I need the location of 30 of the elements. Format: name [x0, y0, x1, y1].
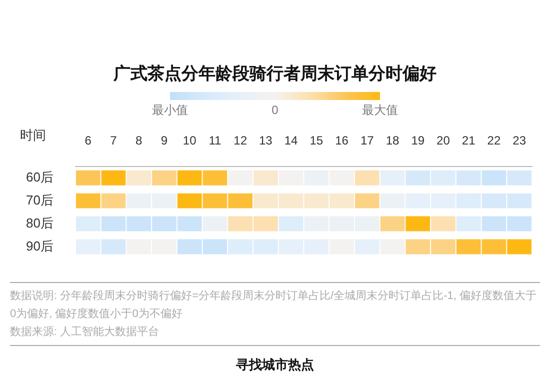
chart-title: 广式茶点分年龄段骑行者周末订单分时偏好: [112, 63, 438, 85]
x-tick-label: 12: [234, 134, 248, 148]
x-tick-label: 16: [335, 134, 349, 148]
source-note: 数据来源: 人工智能大数据平台: [10, 325, 160, 340]
color-bar-label: 最小值: [151, 103, 189, 117]
x-tick-label: 20: [436, 134, 450, 148]
x-tick-label: 7: [110, 134, 118, 148]
text: 寻找城市热点: [235, 356, 315, 374]
x-tick-label: 6: [84, 134, 92, 148]
x-tick-label: 15: [310, 134, 324, 148]
x-tick-label: 8: [136, 134, 143, 148]
x-tick-label: 23: [512, 134, 526, 148]
x-tick-label: 19: [411, 134, 425, 148]
x-tick-label: 9: [160, 134, 168, 148]
x-tick-label: 11: [208, 134, 222, 148]
x-tick-label: 10: [182, 134, 197, 148]
y-tick-label: 90后: [26, 238, 54, 254]
x-tick-label: 14: [284, 134, 298, 148]
color-bar-label: 最大值: [361, 103, 399, 117]
x-tick-label: 21: [462, 134, 476, 148]
color-bar-label: 0: [270, 103, 280, 117]
x-tick-label: 18: [386, 134, 400, 148]
x-tick-label: 13: [259, 134, 273, 148]
text: 数据说明: 分年龄段周末分时骑行偏好=分年龄段周末分时订单占比/全城周末分时订单占比-1, 偏好度数值大于0为偏好, 偏好度数值小于0为不偏好: [10, 288, 538, 322]
x-axis-title: 时间: [20, 128, 46, 143]
x-tick-label: 22: [487, 134, 501, 148]
y-tick-label: 70后: [26, 192, 54, 208]
y-tick-label: 60后: [26, 169, 54, 184]
x-tick-label: 17: [360, 134, 374, 148]
y-tick-label: 80后: [26, 215, 54, 230]
